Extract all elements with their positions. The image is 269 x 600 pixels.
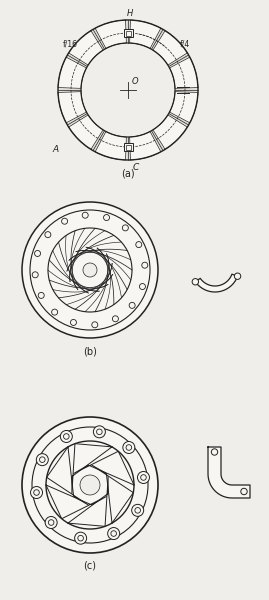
Polygon shape <box>92 465 133 523</box>
Circle shape <box>234 273 241 280</box>
Polygon shape <box>95 131 126 160</box>
Circle shape <box>80 475 100 495</box>
Bar <box>126 31 130 35</box>
Polygon shape <box>58 92 87 123</box>
Polygon shape <box>47 447 88 505</box>
Polygon shape <box>53 242 99 291</box>
Polygon shape <box>59 263 112 305</box>
Circle shape <box>45 517 57 529</box>
Circle shape <box>36 454 48 466</box>
Polygon shape <box>58 57 87 88</box>
Polygon shape <box>72 443 112 493</box>
Polygon shape <box>67 242 127 271</box>
Circle shape <box>83 263 97 277</box>
Polygon shape <box>75 254 109 312</box>
Polygon shape <box>76 250 131 290</box>
Polygon shape <box>66 231 88 293</box>
Circle shape <box>30 487 43 499</box>
Text: f/4: f/4 <box>180 40 190 49</box>
Polygon shape <box>71 229 95 290</box>
Polygon shape <box>95 20 126 49</box>
Polygon shape <box>70 230 114 281</box>
Polygon shape <box>86 247 122 305</box>
Circle shape <box>93 426 105 438</box>
Polygon shape <box>46 485 106 519</box>
Circle shape <box>60 430 72 442</box>
Polygon shape <box>48 260 108 289</box>
Polygon shape <box>169 92 198 123</box>
Text: (c): (c) <box>83 561 97 571</box>
Circle shape <box>132 505 144 517</box>
Bar <box>123 29 133 37</box>
Text: f/16: f/16 <box>62 40 77 49</box>
Circle shape <box>192 278 199 285</box>
Bar <box>123 143 133 151</box>
Polygon shape <box>130 20 161 49</box>
Polygon shape <box>153 31 187 65</box>
Text: (a): (a) <box>121 168 135 178</box>
Circle shape <box>75 532 87 544</box>
Text: C: C <box>133 163 139 172</box>
Text: (b): (b) <box>83 346 97 356</box>
Polygon shape <box>195 274 238 292</box>
Text: A: A <box>53 145 59 154</box>
Polygon shape <box>74 451 134 485</box>
Polygon shape <box>68 476 108 526</box>
Polygon shape <box>169 57 198 88</box>
Polygon shape <box>69 115 103 149</box>
Polygon shape <box>153 115 187 149</box>
Polygon shape <box>22 417 158 553</box>
Polygon shape <box>22 202 158 338</box>
Polygon shape <box>69 31 103 65</box>
Polygon shape <box>208 447 250 498</box>
Circle shape <box>108 527 120 539</box>
Circle shape <box>137 472 150 484</box>
Polygon shape <box>130 131 161 160</box>
Polygon shape <box>81 43 175 137</box>
Polygon shape <box>69 250 132 270</box>
Bar <box>126 145 130 149</box>
Polygon shape <box>49 274 113 292</box>
Text: O: O <box>132 77 139 86</box>
Text: H: H <box>127 8 133 17</box>
Circle shape <box>241 488 247 494</box>
Polygon shape <box>95 248 111 311</box>
Circle shape <box>123 442 135 454</box>
Circle shape <box>211 449 218 455</box>
Polygon shape <box>58 20 198 160</box>
